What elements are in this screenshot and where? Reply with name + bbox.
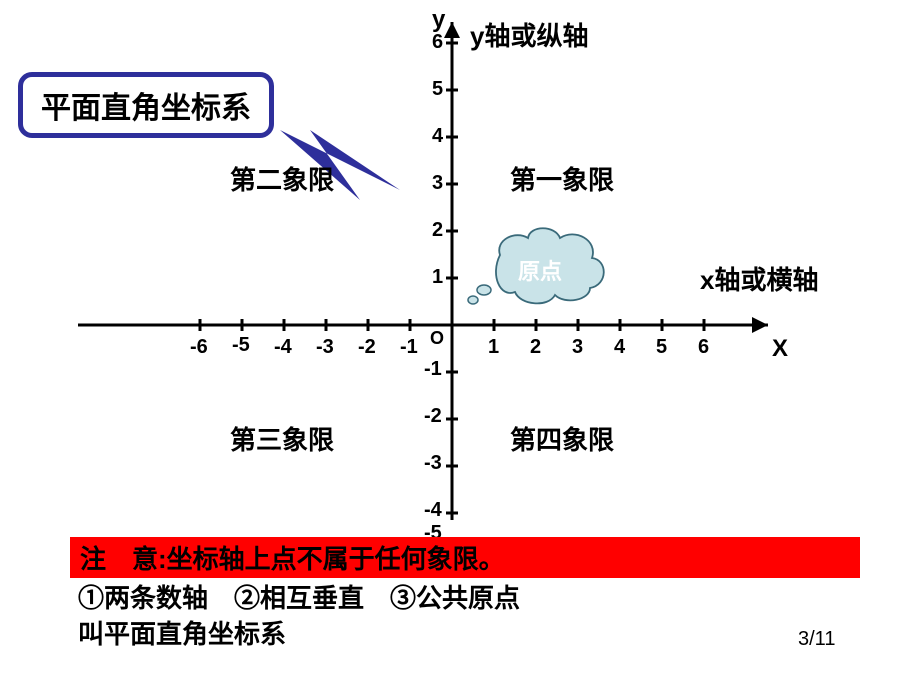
quadrant-1-label: 第一象限 — [510, 160, 614, 197]
quadrant-3-label: 第三象限 — [230, 420, 334, 457]
y-axis-name: y轴或纵轴 — [470, 16, 588, 53]
ytick-label: -3 — [424, 452, 442, 475]
ytick-label: 6 — [432, 31, 443, 54]
xtick-label: -5 — [232, 334, 250, 357]
origin-cloud-text: 原点 — [518, 254, 562, 286]
x-axis-name: x轴或横轴 — [700, 260, 818, 297]
quadrant-4-label: 第四象限 — [510, 420, 614, 457]
ytick-label: 3 — [432, 172, 443, 195]
xtick-label: -1 — [400, 336, 418, 359]
y-axis-letter: y — [432, 6, 445, 34]
coordinate-diagram: 平面直角坐标系 y X y轴或纵轴 x轴或横轴 O 原点 第一象限 第二象限 第… — [0, 0, 920, 690]
xtick-label: 6 — [698, 336, 709, 359]
x-axis-letter: X — [772, 335, 788, 363]
ytick-label: -2 — [424, 405, 442, 428]
xtick-label: 4 — [614, 336, 625, 359]
origin-label: O — [430, 328, 444, 349]
warning-bar: 注 意:坐标轴上点不属于任何象限。 — [70, 537, 860, 578]
ytick-label: 4 — [432, 125, 443, 148]
quadrant-2-label: 第二象限 — [230, 160, 334, 197]
xtick-label: 5 — [656, 336, 667, 359]
xtick-label: -6 — [190, 336, 208, 359]
xtick-label: 2 — [530, 336, 541, 359]
xtick-label: -2 — [358, 336, 376, 359]
xtick-label: 1 — [488, 336, 499, 359]
definition-line-2: 叫平面直角坐标系 — [78, 614, 286, 651]
ytick-label: 1 — [432, 266, 443, 289]
ytick-label: 5 — [432, 78, 443, 101]
xtick-label: -3 — [316, 336, 334, 359]
ytick-label: 2 — [432, 219, 443, 242]
xtick-label: -4 — [274, 336, 292, 359]
title-callout: 平面直角坐标系 — [18, 72, 274, 138]
ytick-label: -1 — [424, 358, 442, 381]
definition-line-1: ①两条数轴 ②相互垂直 ③公共原点 — [78, 578, 520, 615]
ytick-label: -4 — [424, 499, 442, 522]
page-number: 3/11 — [798, 628, 835, 651]
xtick-label: 3 — [572, 336, 583, 359]
